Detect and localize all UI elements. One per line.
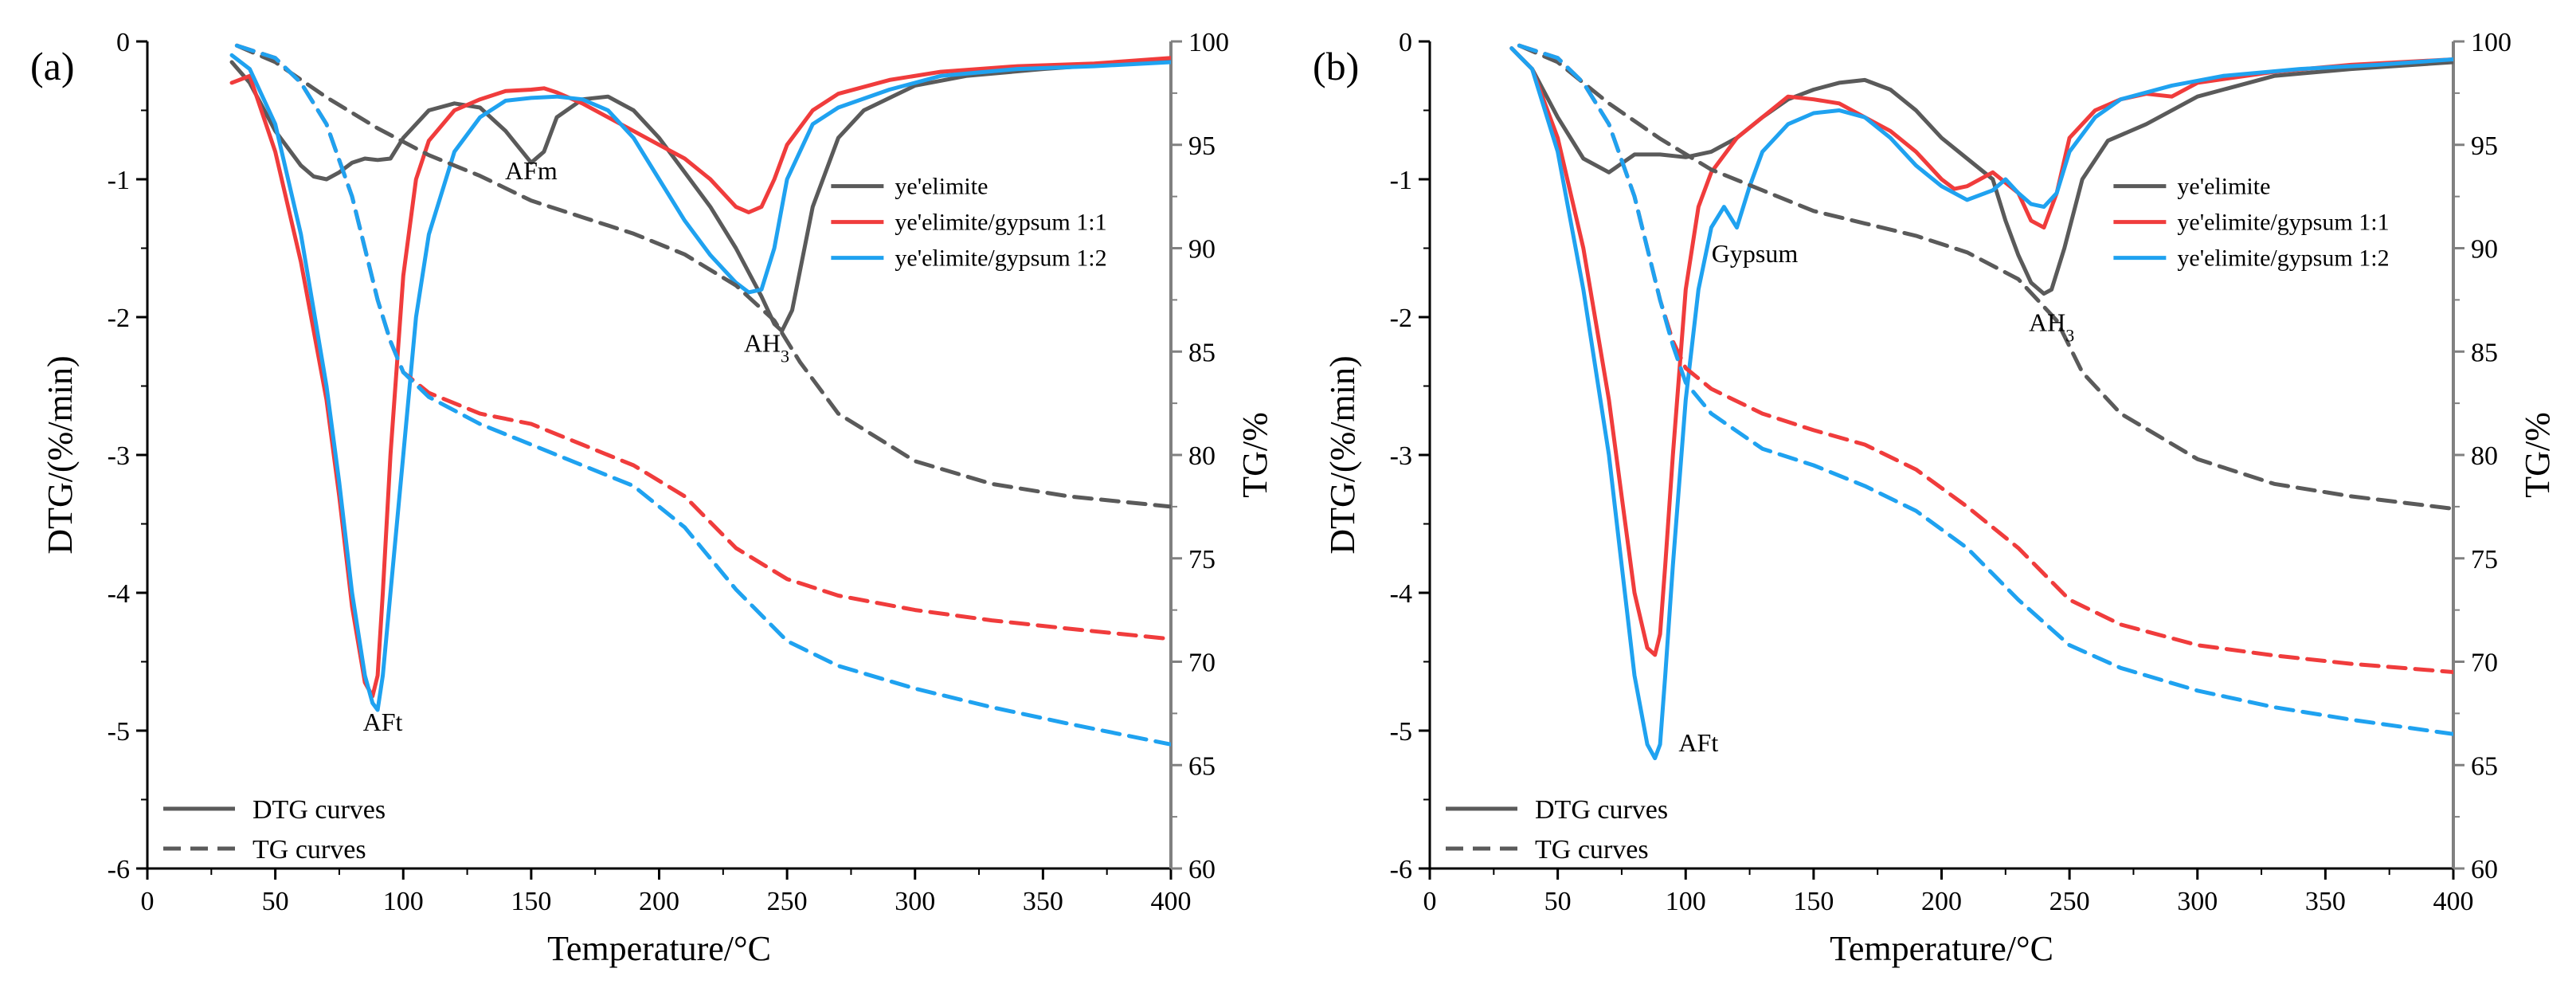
y-tick-label: -5 xyxy=(108,717,130,747)
legend-entry: ye'elimite/gypsum 1:2 xyxy=(895,245,1106,272)
y2-tick-label: 75 xyxy=(2471,545,2498,574)
x-tick-label: 150 xyxy=(1793,887,1834,916)
y2-tick-label: 60 xyxy=(2471,855,2498,884)
dtg-curve-g11 xyxy=(229,56,1171,699)
y-axis-label: DTG/(%/min) xyxy=(1323,355,1362,554)
y2-tick-label: 90 xyxy=(2471,235,2498,265)
y2-tick-label: 95 xyxy=(1188,131,1216,161)
x-tick-label: 350 xyxy=(2305,887,2346,916)
x-tick-label: 300 xyxy=(2177,887,2218,916)
legend-entry: ye'elimite xyxy=(2177,174,2270,200)
y-tick-label: -1 xyxy=(1390,166,1412,195)
legend-curve-type: TG curves xyxy=(1535,835,1649,864)
y-tick-label: -3 xyxy=(1390,441,1412,471)
x-tick-label: 50 xyxy=(1544,887,1572,916)
x-tick-label: 250 xyxy=(2049,887,2090,916)
y2-tick-label: 80 xyxy=(1188,441,1216,471)
y2-tick-label: 100 xyxy=(2471,28,2511,57)
dtg-curve-g12 xyxy=(229,53,1171,712)
y-tick-label: -4 xyxy=(1390,579,1412,609)
x-tick-label: 0 xyxy=(141,887,155,916)
legend-curve-type: DTG curves xyxy=(253,795,386,825)
y-tick-label: -1 xyxy=(108,166,130,195)
x-tick-label: 400 xyxy=(2433,887,2474,916)
y2-tick-label: 60 xyxy=(1188,855,1216,884)
x-axis-label: Temperature/°C xyxy=(547,929,771,968)
y2-tick-label: 95 xyxy=(2471,131,2498,161)
x-tick-label: 200 xyxy=(1921,887,1962,916)
x-tick-label: 100 xyxy=(383,887,424,916)
y2-tick-label: 70 xyxy=(1188,649,1216,678)
tg-curve-g12 xyxy=(234,43,1171,747)
tg-curve-ye xyxy=(1517,43,2453,511)
x-tick-label: 150 xyxy=(511,887,551,916)
y2-tick-label: 90 xyxy=(1188,235,1216,265)
y2-tick-label: 65 xyxy=(1188,751,1216,781)
y2-axis-label: TG/% xyxy=(2518,412,2557,498)
peak-annotation: AFt xyxy=(363,708,403,736)
y2-axis-label: TG/% xyxy=(1235,412,1274,498)
y-tick-label: -6 xyxy=(1390,855,1412,884)
y2-tick-label: 100 xyxy=(1188,28,1229,57)
x-tick-label: 350 xyxy=(1023,887,1063,916)
y2-tick-label: 85 xyxy=(2471,338,2498,367)
annotation-subscript: 3 xyxy=(781,346,789,366)
legend-entry: ye'elimite/gypsum 1:2 xyxy=(2177,245,2389,272)
panel-label: (a) xyxy=(30,44,75,88)
legend-curve-type: DTG curves xyxy=(1535,795,1668,825)
peak-annotation: Gypsum xyxy=(1712,239,1799,268)
legend-curve-type: TG curves xyxy=(253,835,366,864)
x-tick-label: 200 xyxy=(639,887,679,916)
y2-tick-label: 80 xyxy=(2471,441,2498,471)
panel-label: (b) xyxy=(1313,44,1359,88)
tg-curve-ye xyxy=(234,43,1171,509)
x-tick-label: 100 xyxy=(1666,887,1706,916)
curves xyxy=(1509,43,2453,761)
y-tick-label: 0 xyxy=(1399,28,1412,57)
legend-entry: ye'elimite/gypsum 1:1 xyxy=(2177,210,2389,236)
x-tick-label: 400 xyxy=(1151,887,1192,916)
y-tick-label: -2 xyxy=(108,304,130,333)
x-tick-label: 0 xyxy=(1423,887,1437,916)
dtg-curve-g12 xyxy=(1509,46,2453,761)
x-axis-label: Temperature/°C xyxy=(1830,929,2053,968)
y2-tick-label: 65 xyxy=(2471,751,2498,781)
legend-entry: ye'elimite xyxy=(895,174,988,200)
y-tick-label: 0 xyxy=(116,28,130,57)
y-tick-label: -4 xyxy=(108,579,130,609)
y-tick-label: -2 xyxy=(1390,304,1412,333)
panel-b: 0 50 100 150 200 250 300 350 400 0 -1 -2 -3 -4 -5 -6 100… xyxy=(1313,28,2557,968)
curves xyxy=(229,43,1171,747)
x-tick-label: 50 xyxy=(262,887,289,916)
dtg-curve-g11 xyxy=(1509,46,2453,657)
tg-curve-g12 xyxy=(1517,43,2453,736)
y2-tick-label: 75 xyxy=(1188,545,1216,574)
peak-annotation: AFm xyxy=(505,156,558,185)
y-tick-label: -6 xyxy=(108,855,130,884)
y2-tick-label: 70 xyxy=(2471,649,2498,678)
y2-tick-label: 85 xyxy=(1188,338,1216,367)
y-axis-label: DTG/(%/min) xyxy=(41,355,80,554)
x-tick-label: 300 xyxy=(895,887,935,916)
x-tick-label: 250 xyxy=(767,887,808,916)
annotation-subscript: 3 xyxy=(2065,325,2074,345)
panel-a: 0 50 100 150 200 250 300 350 400 0 -1 -2 -3 -4 -5 -6 100… xyxy=(30,28,1274,968)
y-tick-label: -3 xyxy=(108,441,130,471)
peak-annotation: AH3 xyxy=(2029,308,2074,345)
legend-entry: ye'elimite/gypsum 1:1 xyxy=(895,210,1106,236)
dtg-curve-ye xyxy=(1509,46,2453,296)
peak-annotation: AFt xyxy=(1678,728,1718,757)
dtg-curve-ye xyxy=(229,57,1171,333)
y-tick-label: -5 xyxy=(1390,717,1412,747)
